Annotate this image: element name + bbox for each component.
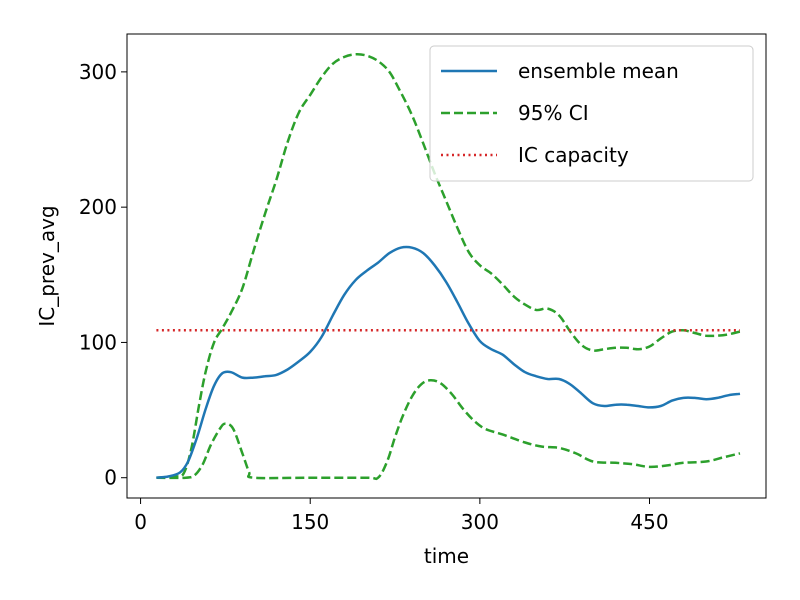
legend: ensemble mean 95% CI IC capacity [429,45,754,182]
y-tick-label: 0 [104,466,117,490]
series-mean [156,245,741,479]
x-tick-label: 0 [134,510,147,534]
series-ci-lower [156,379,741,481]
y-tick-label: 100 [79,330,117,354]
legend-box [429,45,754,182]
y-axis-label: IC_prev_avg [35,205,59,326]
plot-frame [126,33,767,499]
series-ci-upper [156,53,741,479]
x-axis-label: time [424,544,469,568]
y-tick-label: 200 [79,195,117,219]
x-tick-label: 450 [630,510,668,534]
legend-label-ci: 95% CI [518,101,589,125]
legend-label-capacity: IC capacity [518,143,629,167]
y-tick-label: 300 [79,60,117,84]
y-axis-ticks: 0 100 200 300 [79,60,127,490]
x-axis-ticks: 0 150 300 450 [134,498,669,534]
series-layer [156,53,741,481]
x-tick-label: 300 [461,510,499,534]
x-tick-label: 150 [291,510,329,534]
legend-label-mean: ensemble mean [518,59,679,83]
